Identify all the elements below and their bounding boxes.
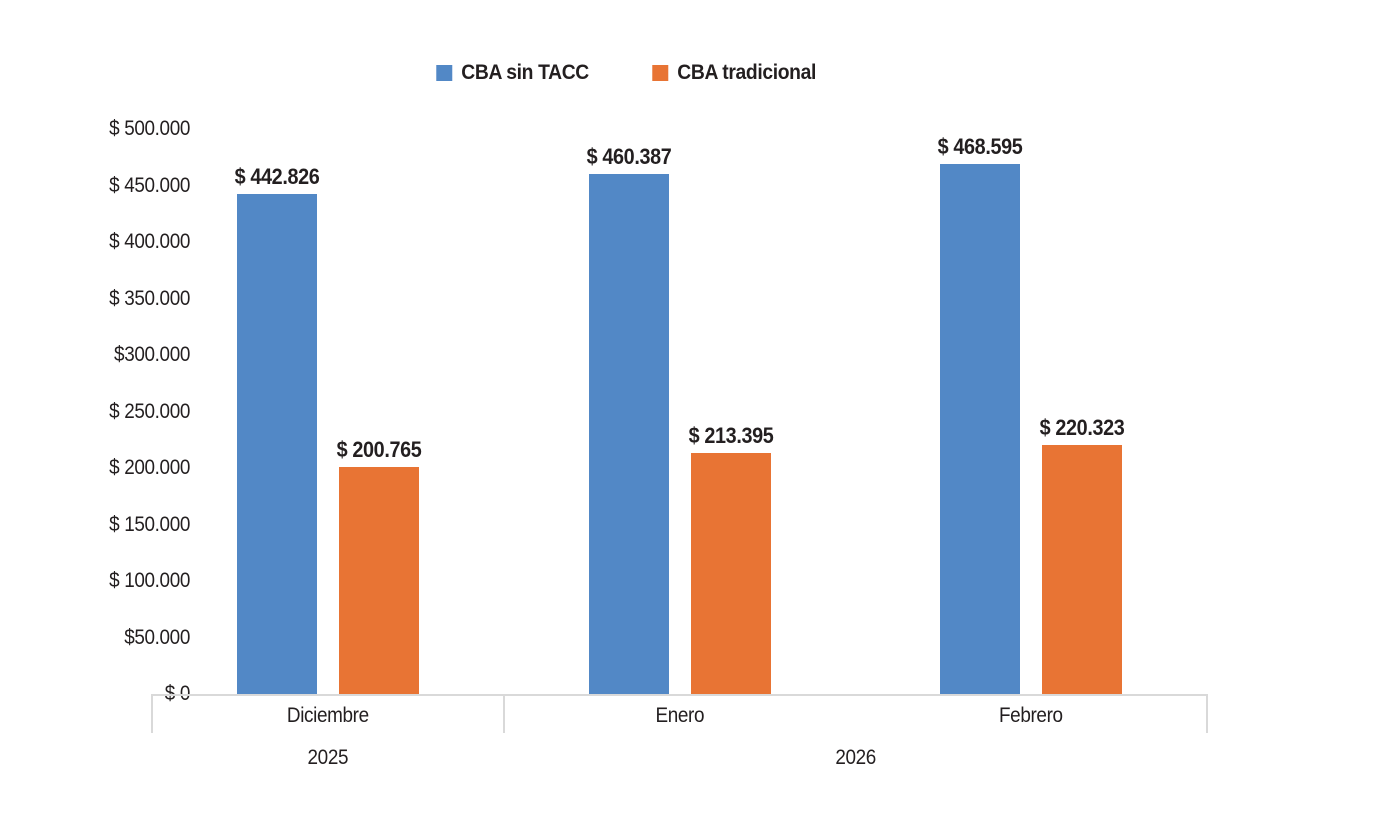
data-label: $ 200.765 — [336, 437, 422, 463]
y-tick-label: $ 200.000 — [109, 456, 190, 479]
legend-swatch-icon — [651, 65, 668, 81]
x-category-label-febrero: Febrero — [999, 704, 1063, 727]
y-tick-label: $ 350.000 — [109, 286, 190, 310]
bar-cba-tradicional-diciembre — [338, 467, 419, 694]
bar-cba-sin-tacc-diciembre — [236, 193, 317, 694]
x-category-label-enero: Enero — [655, 704, 704, 727]
data-label: $ 213.395 — [688, 422, 773, 448]
chart-legend: CBA sin TACC CBA tradicional — [436, 61, 827, 85]
bar-cba-tradicional-enero — [690, 452, 771, 694]
data-label: $ 468.595 — [937, 134, 1023, 160]
legend-item-cba-sin-tacc: CBA sin TACC — [436, 61, 600, 85]
x-year-label-2026: 2026 — [835, 746, 876, 769]
data-label: $ 460.387 — [586, 143, 671, 169]
category-separator-line — [502, 694, 505, 733]
legend-label: CBA tradicional — [676, 61, 816, 84]
y-tick-label: $ 400.000 — [109, 230, 190, 253]
y-tick-label: $ 0 — [164, 682, 191, 705]
x-axis-line — [152, 694, 1207, 696]
y-tick-label: $300.000 — [114, 343, 190, 366]
category-separator-line — [1206, 694, 1208, 733]
category-separator-line — [151, 694, 153, 733]
y-tick-label: $ 150.000 — [109, 512, 190, 536]
data-label: $ 442.826 — [234, 163, 320, 189]
y-tick-label: $50.000 — [124, 625, 190, 649]
legend-label: CBA sin TACC — [461, 61, 589, 84]
y-tick-label: $ 450.000 — [109, 173, 190, 197]
legend-item-cba-tradicional: CBA tradicional — [651, 61, 828, 85]
x-year-label-2025: 2025 — [307, 746, 349, 769]
legend-swatch-icon — [436, 65, 453, 81]
bar-cba-sin-tacc-febrero — [940, 164, 1021, 694]
bar-cba-sin-tacc-enero — [588, 173, 669, 694]
y-tick-label: $ 500.000 — [109, 117, 190, 140]
data-label: $ 220.323 — [1039, 415, 1125, 441]
y-tick-label: $ 250.000 — [109, 399, 190, 423]
bar-cba-tradicional-febrero — [1042, 445, 1123, 694]
x-category-label-diciembre: Diciembre — [286, 704, 369, 727]
y-tick-label: $ 100.000 — [109, 569, 190, 592]
